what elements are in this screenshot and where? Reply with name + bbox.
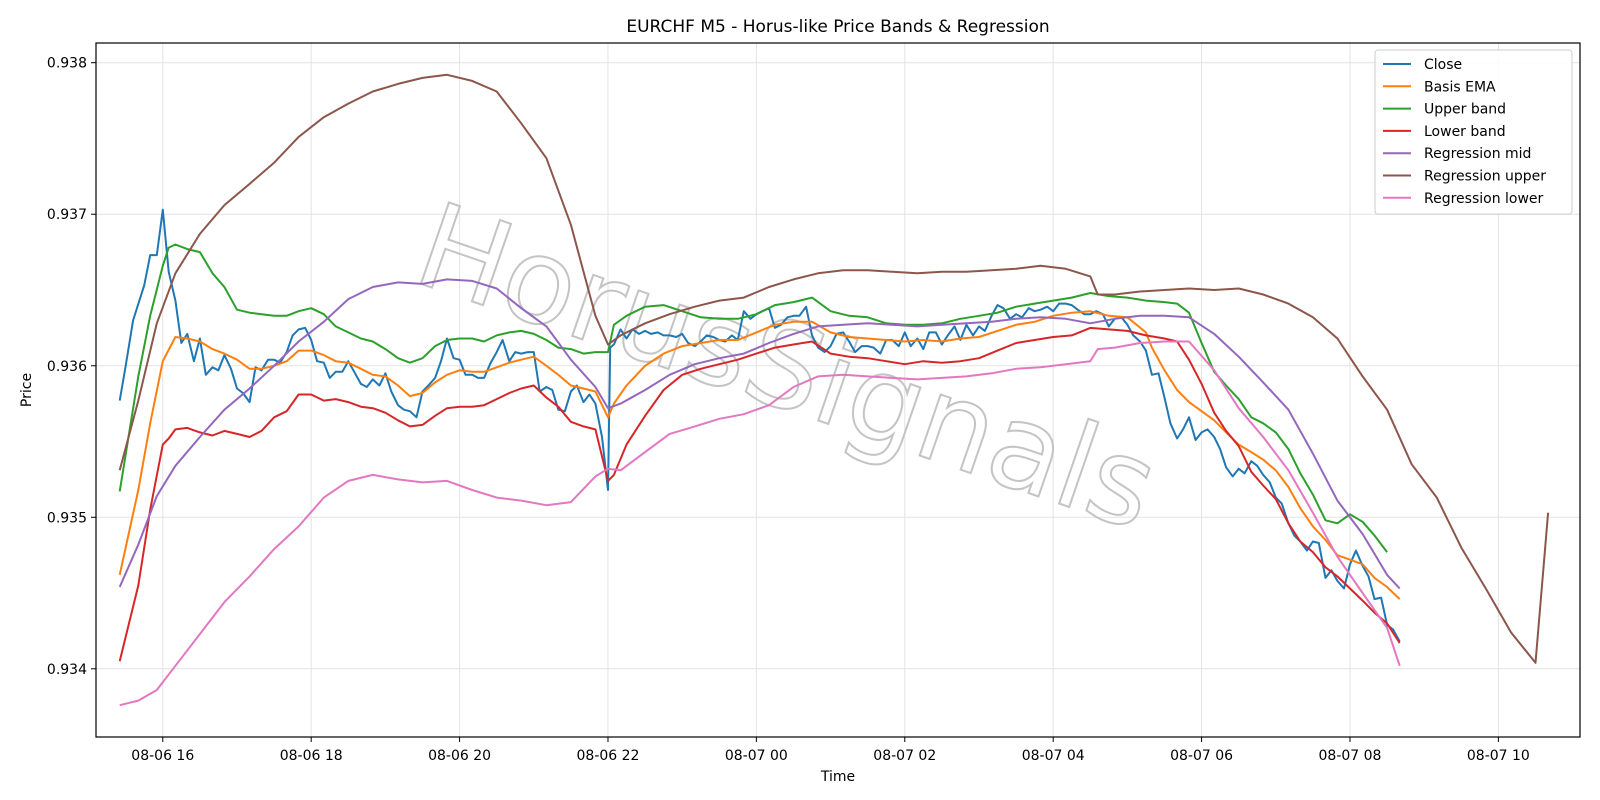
- chart-title: EURCHF M5 - Horus-like Price Bands & Reg…: [626, 17, 1049, 37]
- x-tick-label: 08-06 20: [428, 748, 491, 764]
- legend-box: [1374, 49, 1573, 215]
- legend-label-regression-lower: Regression lower: [1424, 191, 1544, 207]
- y-tick-label: 0.936: [47, 359, 87, 375]
- series-line-upper-band: [118, 243, 1388, 553]
- series-lines: [118, 73, 1550, 707]
- legend-label-regression-mid: Regression mid: [1424, 146, 1531, 162]
- x-tick-label: 08-07 08: [1319, 748, 1382, 764]
- y-tick-label: 0.935: [47, 510, 87, 526]
- x-tick-label: 08-06 22: [577, 748, 640, 764]
- y-tick-label: 0.937: [47, 207, 87, 223]
- x-tick-label: 08-06 18: [280, 748, 343, 764]
- series-line-lower-band: [118, 326, 1401, 662]
- legend-label-basis-ema: Basis EMA: [1424, 79, 1496, 95]
- x-tick-label: 08-07 00: [725, 748, 788, 764]
- legend-label-lower-band: Lower band: [1424, 124, 1506, 140]
- series-line-regression-lower: [119, 340, 1401, 707]
- x-axis-title: Time: [820, 769, 855, 785]
- x-tick-label: 08-07 04: [1022, 748, 1085, 764]
- x-tick-label: 08-07 02: [873, 748, 936, 764]
- y-axis-title: Price: [19, 373, 35, 407]
- plot-frame: [95, 42, 1581, 738]
- series-line-basis-ema: [118, 310, 1401, 600]
- x-tick-label: 08-07 06: [1170, 748, 1233, 764]
- legend-label-regression-upper: Regression upper: [1424, 169, 1546, 185]
- legend: Close Basis EMA Upper band Lower band Regres…: [1374, 49, 1573, 215]
- axis-ticks: 08-06 16 08-06 18 08-06 20 08-06 22 08-07 00…: [47, 56, 1530, 764]
- x-tick-label: 08-07 10: [1467, 748, 1530, 764]
- legend-label-close: Close: [1424, 57, 1462, 73]
- legend-label-upper-band: Upper band: [1424, 102, 1506, 118]
- series-line-regression-mid: [118, 278, 1401, 590]
- x-tick-label: 08-06 16: [131, 748, 194, 764]
- y-tick-label: 0.938: [47, 56, 87, 72]
- y-tick-label: 0.934: [47, 662, 87, 678]
- series-line-regression-upper: [118, 73, 1550, 664]
- grid: [96, 43, 1580, 737]
